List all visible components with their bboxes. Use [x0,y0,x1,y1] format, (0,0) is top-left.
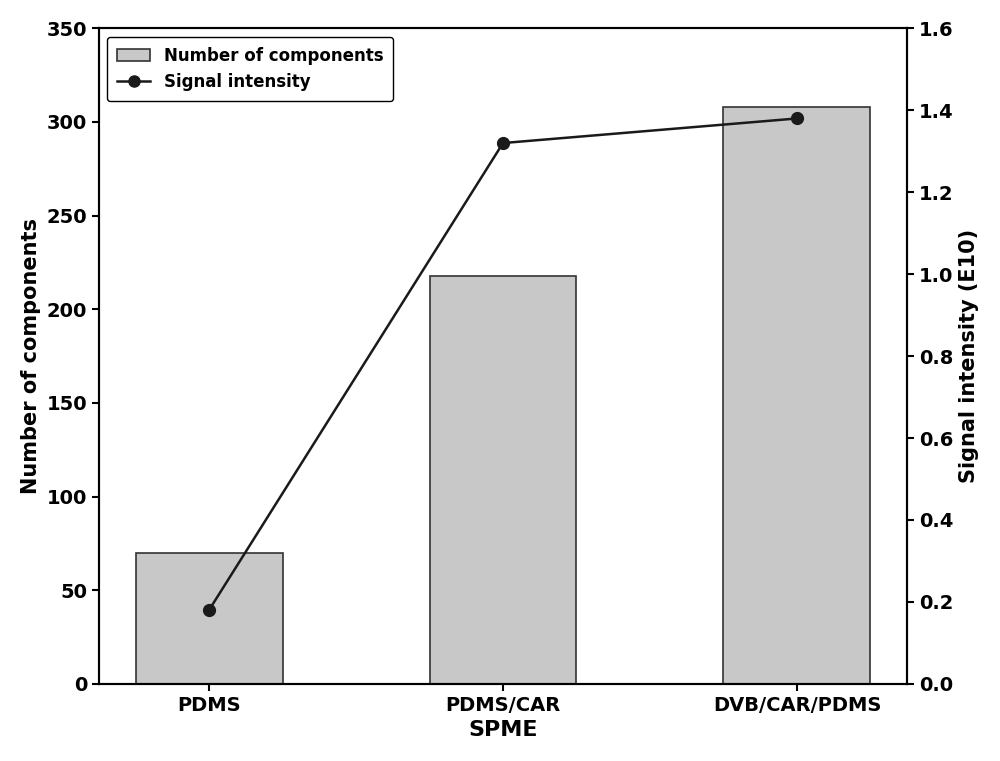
X-axis label: SPME: SPME [468,720,538,740]
Legend: Number of components, Signal intensity: Number of components, Signal intensity [107,37,393,101]
Bar [136,552,283,684]
Y-axis label: Signal intensity (E10): Signal intensity (E10) [959,229,979,483]
Bar [723,107,870,684]
Y-axis label: Number of components: Number of components [21,218,41,494]
Bar [430,275,576,684]
